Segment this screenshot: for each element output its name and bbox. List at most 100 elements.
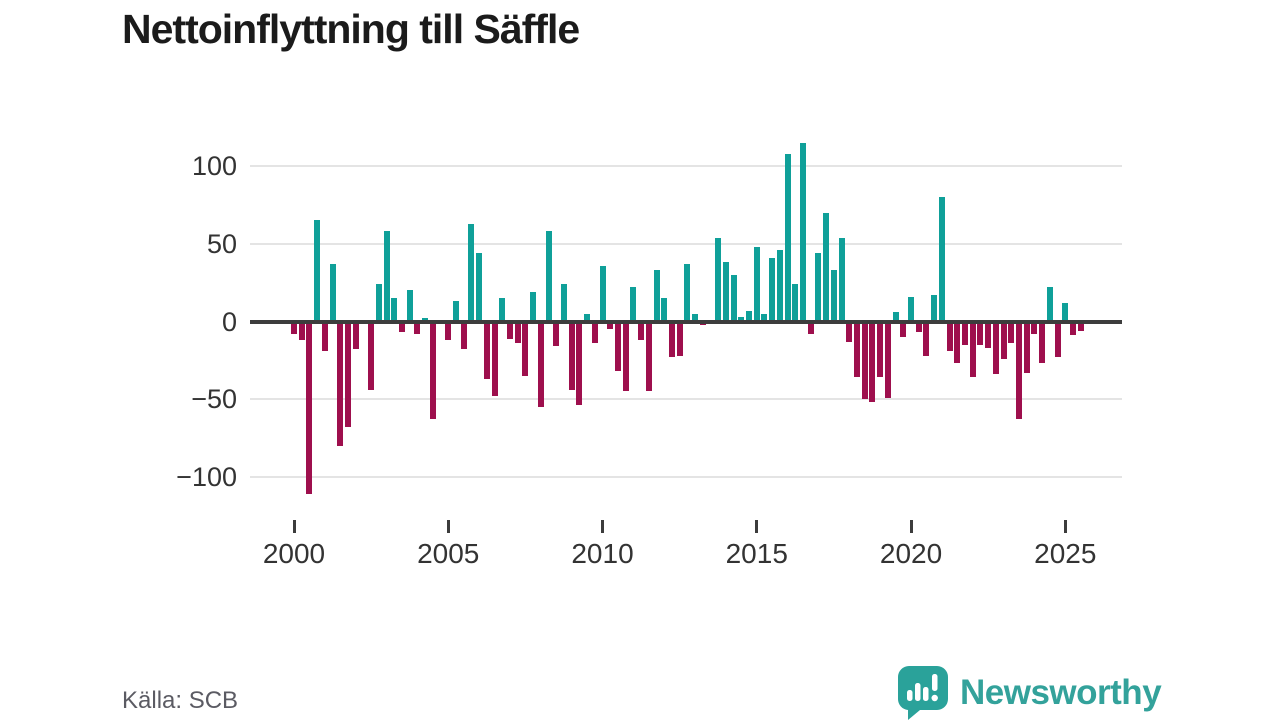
- bar-positive: [908, 296, 915, 322]
- y-gridline: [250, 476, 1122, 478]
- bar-negative: [576, 321, 583, 406]
- bar-negative: [483, 321, 490, 380]
- bar-negative: [954, 321, 961, 364]
- x-axis-tick-label: 2025: [1034, 538, 1097, 569]
- bar-positive: [838, 237, 845, 322]
- bar-negative: [337, 321, 344, 446]
- y-axis-tick-label: −100: [176, 462, 237, 492]
- bar-negative: [900, 321, 907, 338]
- bar-positive: [314, 220, 321, 322]
- bar-positive: [800, 142, 807, 322]
- x-axis-tick-mark: [755, 520, 759, 533]
- bar-positive: [630, 287, 637, 322]
- bar-positive: [761, 313, 768, 322]
- bar-positive: [738, 316, 745, 322]
- bar-positive: [753, 246, 760, 322]
- bar-negative: [1016, 321, 1023, 420]
- bar-negative: [321, 321, 328, 352]
- bar-positive: [476, 253, 483, 322]
- bar-positive: [892, 312, 899, 322]
- bar-negative: [607, 321, 614, 330]
- bar-negative: [923, 321, 930, 356]
- x-axis-tick-label: 2000: [262, 538, 326, 569]
- bar-negative: [537, 321, 544, 408]
- bar-negative: [1039, 321, 1046, 364]
- y-axis-tick-label: 50: [206, 228, 237, 259]
- bar-negative: [506, 321, 513, 339]
- bar-negative: [676, 321, 683, 356]
- bar-positive: [792, 284, 799, 322]
- bar-negative: [846, 321, 853, 342]
- bar-negative: [869, 321, 876, 403]
- y-gridline: [250, 242, 1122, 245]
- bar-negative: [807, 321, 814, 334]
- bar-negative: [1077, 321, 1084, 331]
- bar-positive: [830, 270, 837, 322]
- bar-positive: [391, 298, 398, 322]
- bar-positive: [931, 295, 938, 322]
- bar-negative: [614, 321, 621, 372]
- bar-negative: [460, 321, 467, 350]
- bar-positive: [468, 223, 475, 322]
- bar-negative: [884, 321, 891, 398]
- newsworthy-logo: Newsworthy: [898, 666, 1162, 720]
- bar-negative: [1070, 321, 1076, 336]
- bar-positive: [653, 270, 660, 322]
- bar-positive: [692, 313, 699, 322]
- bar-negative: [985, 321, 992, 348]
- bar-negative: [306, 321, 313, 495]
- bar-negative: [368, 321, 375, 390]
- bar-positive: [815, 253, 822, 322]
- bar-negative: [1031, 321, 1038, 334]
- bar-positive: [784, 153, 791, 322]
- bar-negative: [977, 321, 984, 345]
- bar-positive: [715, 237, 722, 322]
- x-axis-tick-label: 2005: [417, 538, 480, 569]
- bar-negative: [553, 321, 560, 347]
- x-axis-tick-mark: [292, 520, 296, 533]
- bar-negative: [946, 321, 953, 352]
- bar-negative: [414, 321, 421, 334]
- bar-positive: [730, 274, 737, 322]
- bar-negative: [514, 321, 521, 344]
- newsworthy-logo-icon: [898, 666, 948, 720]
- bar-negative: [1000, 321, 1007, 359]
- bar-negative: [854, 321, 861, 378]
- zero-axis-line: [250, 319, 1122, 324]
- bar-positive: [938, 197, 945, 322]
- bar-positive: [746, 310, 753, 322]
- bar-positive: [329, 263, 336, 322]
- bar-negative: [962, 321, 969, 345]
- bar-negative: [568, 321, 575, 390]
- bar-negative: [491, 321, 498, 397]
- x-axis-tick-label: 2010: [571, 538, 634, 569]
- bar-positive: [823, 212, 830, 322]
- y-axis-tick-label: 0: [221, 306, 237, 337]
- bar-negative: [1054, 321, 1061, 358]
- bar-negative: [398, 321, 405, 333]
- x-axis-tick-label: 2020: [879, 538, 943, 569]
- bar-negative: [591, 321, 598, 344]
- bar-negative: [445, 321, 452, 341]
- chart-title: Nettoinflyttning till Säffle: [122, 6, 580, 52]
- x-axis-tick-mark: [1063, 520, 1067, 533]
- bar-negative: [352, 321, 359, 350]
- bar-positive: [545, 231, 552, 322]
- bar-positive: [560, 284, 567, 322]
- bar-positive: [1062, 302, 1069, 322]
- x-axis-tick-mark: [446, 520, 450, 533]
- bar-negative: [522, 321, 529, 376]
- bar-positive: [1046, 287, 1053, 322]
- bar-positive: [584, 313, 591, 322]
- y-gridline: [250, 398, 1122, 401]
- bar-negative: [1008, 321, 1015, 344]
- bar-positive: [722, 262, 729, 322]
- bar-negative: [668, 321, 675, 358]
- newsworthy-logo-text: Newsworthy: [960, 673, 1162, 712]
- bar-positive: [452, 301, 459, 322]
- bar-negative: [298, 321, 305, 341]
- x-axis-tick-mark: [601, 520, 605, 533]
- bar-positive: [499, 298, 506, 322]
